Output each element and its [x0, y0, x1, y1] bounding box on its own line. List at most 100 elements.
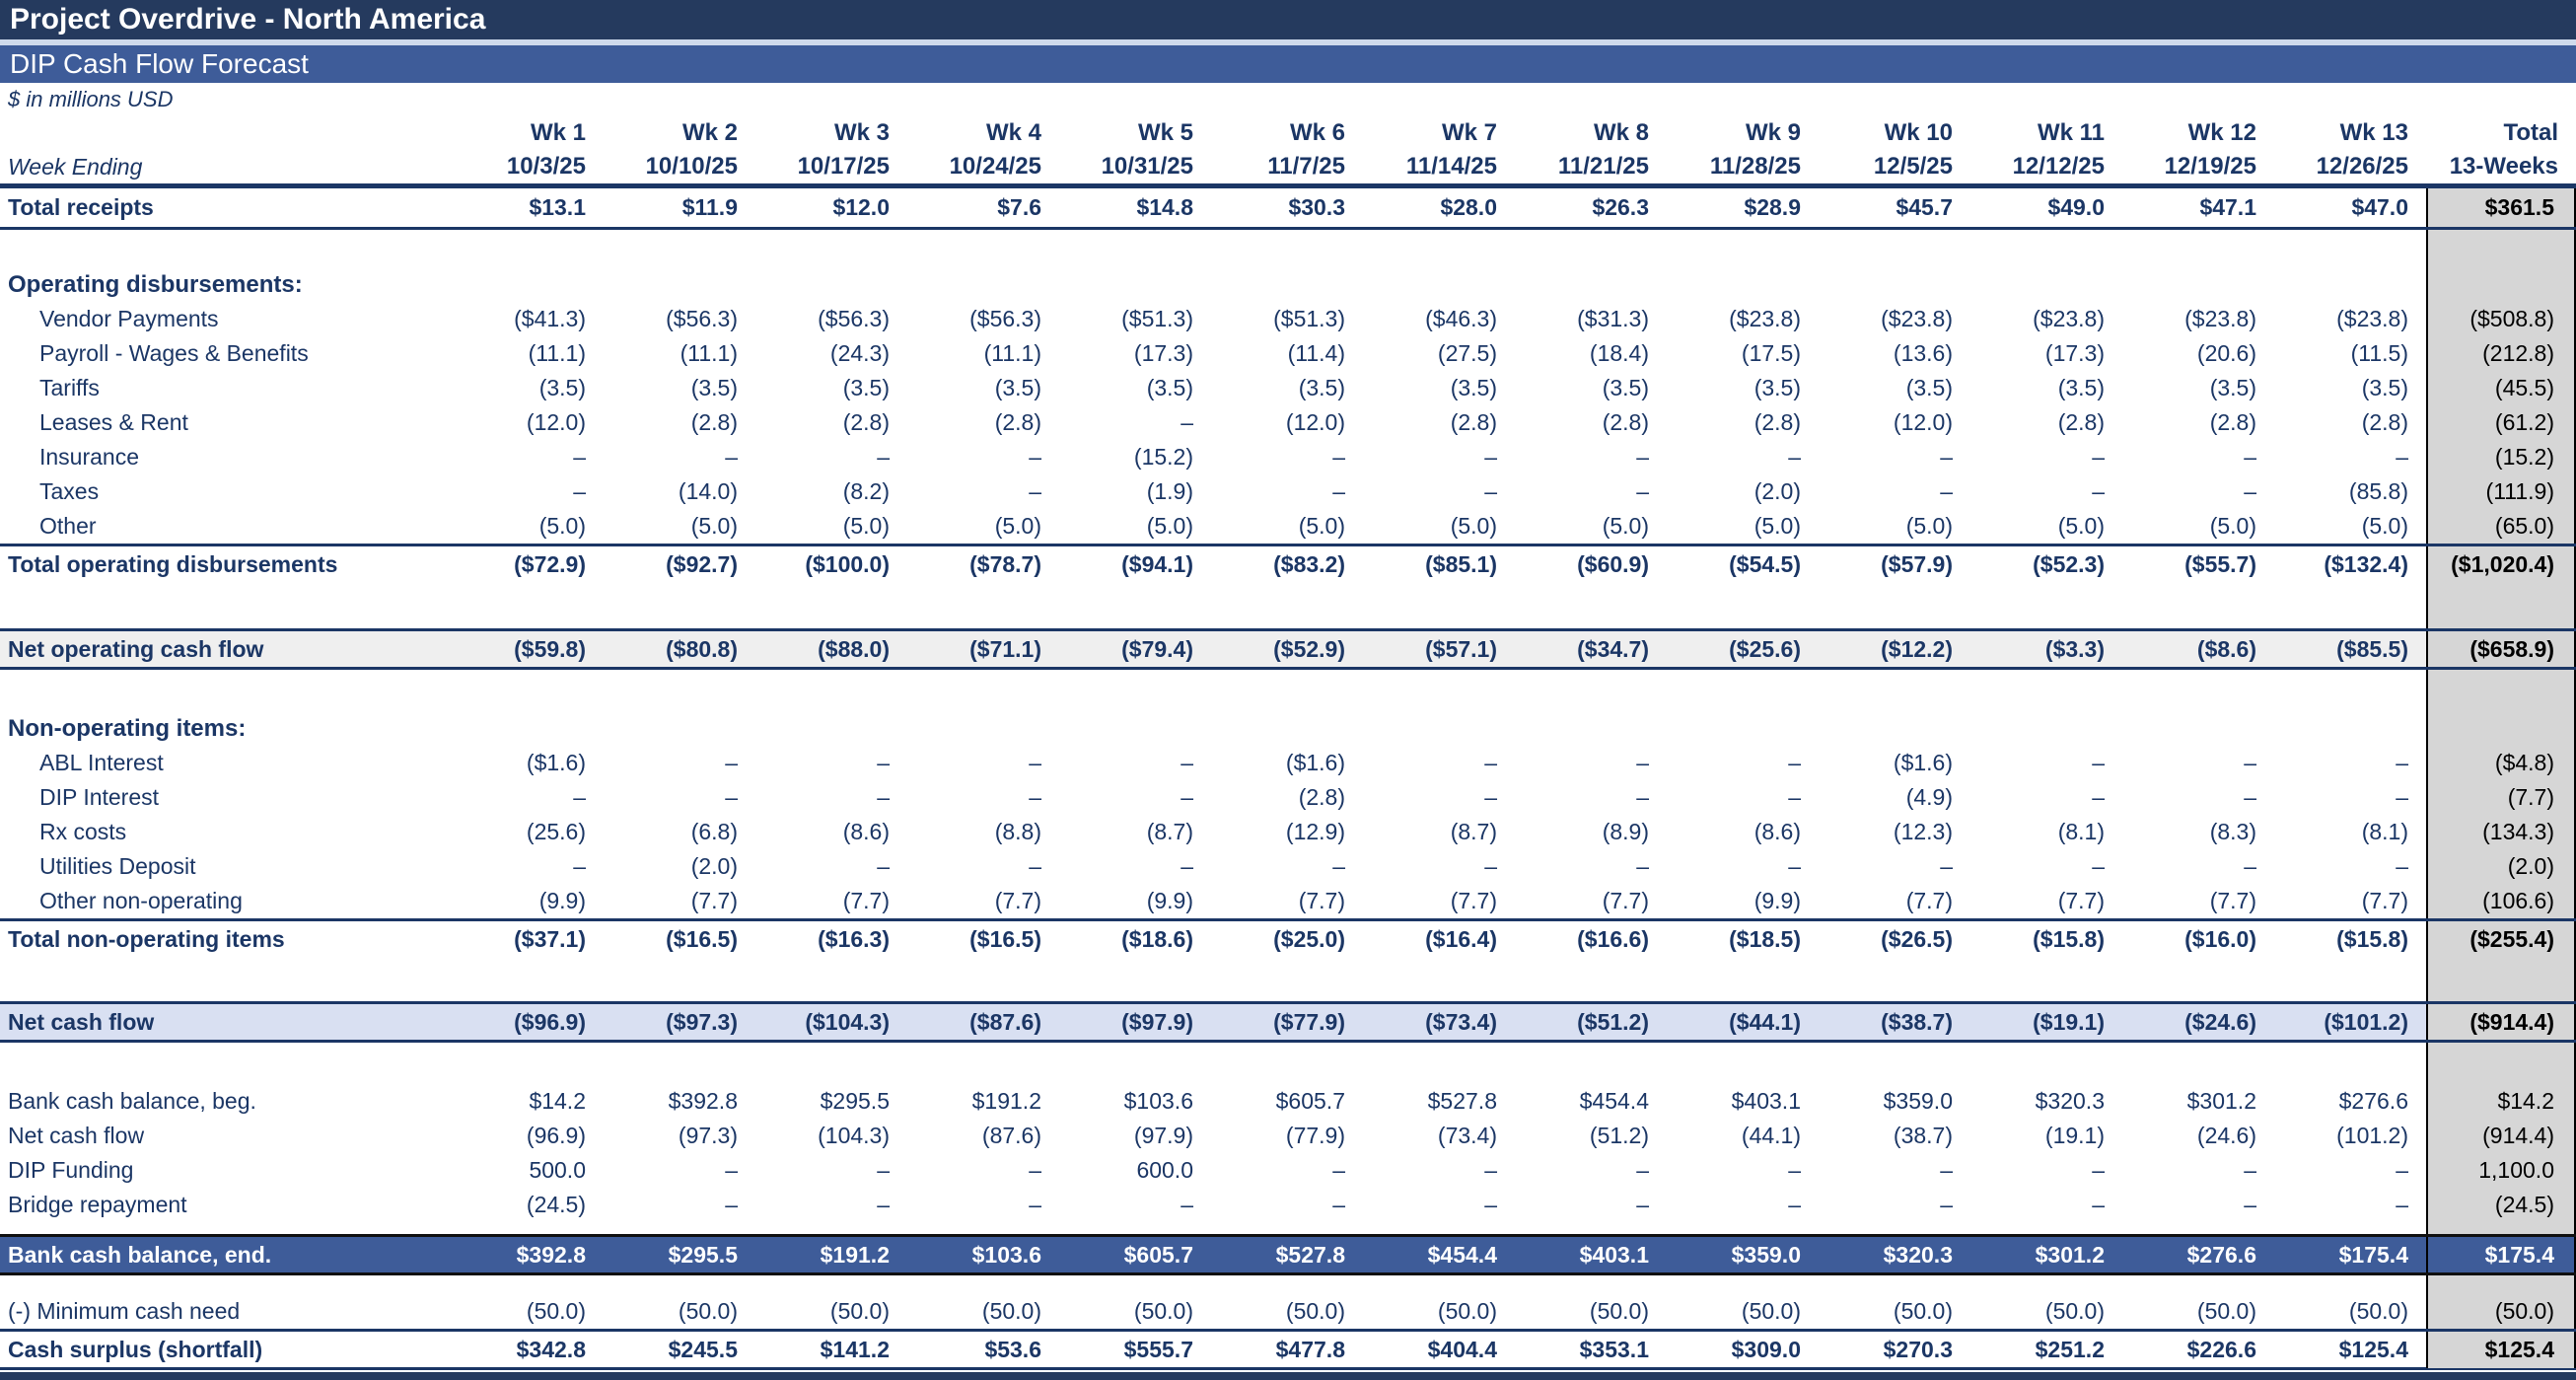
cell-week-1: (12.0): [526, 409, 586, 435]
row-minimum-cash-need: (-) Minimum cash need (50.0) (50.0) (50.0) (…: [0, 1293, 2576, 1329]
cell-week-1: $14.2: [529, 1088, 586, 1114]
cell-week-6: –: [1332, 1157, 1345, 1183]
cell-total: (15.2): [2426, 440, 2576, 474]
row-dip-funding: DIP Funding 500.0– – –600.0– – – – – – – –1,100.0: [0, 1153, 2576, 1188]
cell-week-12: ($24.6): [2184, 1009, 2256, 1035]
row-net-operating-cash-flow: Net operating cash flow ($59.8) ($80.8) ($8…: [0, 628, 2576, 670]
week-name-header: Wk 7: [1441, 119, 1497, 146]
report-title-bar: Project Overdrive - North America: [0, 0, 2576, 39]
cell-week-9: $403.1: [1731, 1088, 1801, 1114]
cell-week-8: (2.8): [1602, 409, 1649, 435]
cell-week-13: ($15.8): [2336, 926, 2408, 952]
cell-total: $175.4: [2426, 1237, 2576, 1272]
row-dip-interest: DIP Interest – – – – – (2.8) – – – (4.9) – – – (7.7): [0, 780, 2576, 815]
row-taxes: Taxes – (14.0) (8.2) – (1.9) – – – (2.0) – – – (85.8)…: [0, 474, 2576, 509]
cell-week-5: 600.0: [1136, 1157, 1193, 1183]
week-date-header: 12/26/25: [2316, 153, 2408, 180]
row-rx-costs: Rx costs (25.6) (6.8) (8.6) (8.8) (8.7) (12.9)…: [0, 815, 2576, 849]
row-label: ABL Interest: [39, 750, 164, 775]
cell-week-10: ($12.2): [1881, 636, 1953, 662]
cell-week-3: –: [877, 444, 890, 470]
cell-week-7: (2.8): [1450, 409, 1497, 435]
row-label: Bank cash balance, end.: [8, 1242, 272, 1268]
cell-week-3: $191.2: [820, 1242, 890, 1268]
cell-total: ($658.9): [2426, 631, 2576, 667]
section-total-strip: [2426, 267, 2576, 302]
cell-week-9: ($18.5): [1729, 926, 1801, 952]
cell-week-10: ($38.7): [1881, 1009, 1953, 1035]
cell-week-4: –: [1029, 1192, 1041, 1217]
cell-week-12: (3.5): [2209, 375, 2256, 400]
cell-week-4: (3.5): [994, 375, 1041, 400]
row-label: Rx costs: [39, 819, 127, 844]
row-label: Other non-operating: [39, 888, 243, 913]
week-name-header: Wk 2: [681, 119, 738, 146]
cell-week-7: (5.0): [1450, 513, 1497, 539]
cell-week-1: $13.1: [529, 194, 586, 220]
cell-week-8: ($34.7): [1577, 636, 1649, 662]
cell-week-6: (2.8): [1298, 784, 1345, 810]
cell-week-13: –: [2396, 750, 2408, 775]
cell-week-3: ($88.0): [818, 636, 890, 662]
cell-week-10: (7.7): [1905, 888, 1953, 913]
cell-week-11: ($3.3): [2044, 636, 2105, 662]
cell-week-2: –: [725, 784, 738, 810]
cell-week-8: (5.0): [1602, 513, 1649, 539]
cell-week-12: –: [2244, 444, 2256, 470]
row-tariffs: Tariffs (3.5) (3.5) (3.5) (3.5) (3.5) (3.5) (3.…: [0, 371, 2576, 405]
cell-week-2: $392.8: [668, 1088, 738, 1114]
spacer-fill: [0, 670, 2426, 711]
cell-week-12: (7.7): [2209, 888, 2256, 913]
spacer-fill: [0, 1043, 2426, 1084]
spacer-total-strip: [2426, 1275, 2576, 1293]
cell-week-9: –: [1788, 1157, 1801, 1183]
cell-total: ($4.8): [2426, 746, 2576, 780]
cell-week-5: (15.2): [1133, 444, 1193, 470]
week-name-header-row: Wk 1 Wk 2 Wk 3 Wk 4 Wk 5 Wk 6 Wk 7 Wk 8 Wk 9 Wk 1…: [0, 116, 2576, 150]
cell-week-5: ($94.1): [1121, 551, 1193, 577]
cell-total: ($1,020.4): [2426, 546, 2576, 583]
cell-week-9: –: [1788, 853, 1801, 879]
row-label: Cash surplus (shortfall): [8, 1337, 263, 1362]
cell-week-6: –: [1332, 853, 1345, 879]
cell-week-13: (7.7): [2361, 888, 2408, 913]
cell-week-11: ($15.8): [2033, 926, 2105, 952]
cell-week-11: $301.2: [2035, 1242, 2105, 1268]
cell-week-6: ($83.2): [1273, 551, 1345, 577]
cell-week-11: –: [2092, 444, 2105, 470]
cell-week-8: $454.4: [1579, 1088, 1649, 1114]
cell-week-11: –: [2092, 478, 2105, 504]
week-date-header: 11/14/25: [1405, 153, 1497, 180]
week-date-header: 11/7/25: [1267, 153, 1345, 180]
cell-week-7: –: [1484, 444, 1497, 470]
cell-total: (7.7): [2426, 780, 2576, 815]
cell-week-1: ($96.9): [514, 1009, 586, 1035]
cell-week-11: $49.0: [2047, 194, 2105, 220]
cell-week-8: (51.2): [1589, 1123, 1649, 1148]
row-label: Total receipts: [8, 194, 154, 220]
cell-week-7: (3.5): [1450, 375, 1497, 400]
row-abl-interest: ABL Interest ($1.6) – – – – ($1.6) – – – ($1.6) – – –…: [0, 746, 2576, 780]
cell-week-10: ($26.5): [1881, 926, 1953, 952]
row-label: Bank cash balance, beg.: [8, 1088, 256, 1114]
cell-week-7: (8.7): [1450, 819, 1497, 844]
cell-week-2: (5.0): [690, 513, 738, 539]
cell-week-7: $527.8: [1427, 1088, 1497, 1114]
cell-week-4: $191.2: [971, 1088, 1041, 1114]
cell-week-7: ($73.4): [1425, 1009, 1497, 1035]
cell-week-2: (50.0): [678, 1298, 738, 1324]
total-date-header: 13-Weeks: [2449, 153, 2558, 180]
spacer-row: [0, 958, 2576, 1001]
cell-week-4: –: [1029, 750, 1041, 775]
week-date-header: 11/28/25: [1709, 153, 1801, 180]
week-date-header: 12/12/25: [2012, 153, 2105, 180]
cell-week-7: –: [1484, 478, 1497, 504]
cell-total: (106.6): [2426, 884, 2576, 918]
cell-week-3: $12.0: [832, 194, 890, 220]
cell-week-2: (3.5): [690, 375, 738, 400]
cell-total: $125.4: [2426, 1332, 2576, 1368]
cell-week-3: –: [877, 853, 890, 879]
cell-week-3: (24.3): [829, 340, 890, 366]
cell-week-12: $47.1: [2199, 194, 2256, 220]
